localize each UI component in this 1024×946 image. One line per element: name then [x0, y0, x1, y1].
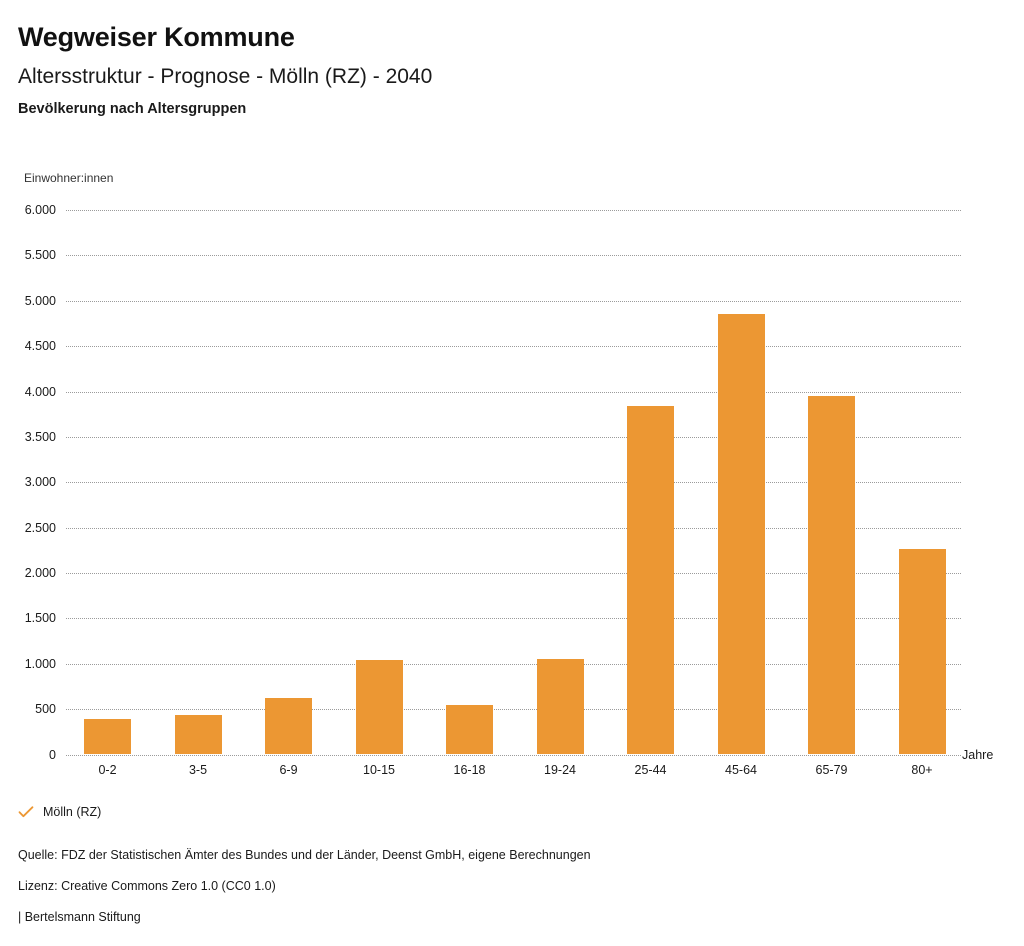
gridline: [66, 663, 961, 665]
y-axis-tick-label: 5.500: [24, 248, 56, 263]
chart-subtitle: Bevölkerung nach Altersgruppen: [18, 101, 247, 117]
gridline: [66, 391, 961, 393]
gridline: [66, 618, 961, 620]
page-header: Wegweiser Kommune Altersstruktur - Progn…: [18, 0, 1008, 119]
y-axis-tick-label: 3.000: [24, 475, 56, 490]
bar[interactable]: [265, 698, 312, 755]
bar[interactable]: [84, 719, 131, 755]
y-axis-tick-label: 5.000: [24, 293, 56, 308]
brand-title: Wegweiser Kommune: [18, 22, 295, 52]
plot-area: 6.000 5.500 5.000 4.500 4.000 3.500 3.000 2.500…: [24, 203, 961, 777]
x-axis-tick-label: 0-2: [98, 763, 117, 777]
gridline: [66, 754, 961, 756]
legend-item-label: Mölln (RZ): [43, 805, 102, 819]
gridline: [66, 346, 961, 348]
gridline: [66, 210, 961, 211]
bar[interactable]: [446, 704, 493, 755]
chart-title: Altersstruktur - Prognose - Mölln (RZ) -…: [18, 65, 433, 88]
y-axis-tick-label: 2.000: [24, 566, 56, 580]
x-axis-tick-label: 45-64: [725, 763, 757, 777]
x-axis-tick-label: 25-44: [634, 763, 667, 777]
x-axis-tick-label: 80+: [911, 763, 933, 777]
gridline: [66, 300, 961, 302]
y-axis-tick-label: 1.500: [24, 611, 56, 626]
publisher-text: | Bertelsmann Stiftung: [18, 910, 141, 924]
x-axis-tick-label: 16-18: [453, 763, 486, 777]
y-axis-tick-label: 0: [49, 747, 56, 762]
bar[interactable]: [808, 396, 855, 755]
gridline: [66, 573, 961, 574]
x-axis-title: Jahre: [962, 748, 994, 762]
gridline: [66, 709, 961, 711]
x-axis-tick-label: 65-79: [815, 763, 848, 777]
check-icon: [18, 806, 34, 818]
bar[interactable]: [536, 658, 584, 755]
gridline: [66, 436, 961, 438]
x-axis-tick-label: 19-24: [544, 763, 576, 777]
chart-footer: Quelle: FDZ der Statistischen Ämter des …: [18, 840, 998, 933]
gridline: [66, 527, 961, 529]
gridline: [66, 482, 961, 484]
x-axis-tick-label: 10-15: [363, 763, 395, 777]
license-text: Lizenz: Creative Commons Zero 1.0 (CC0 1…: [18, 879, 276, 893]
bar[interactable]: [627, 406, 674, 755]
bar[interactable]: [898, 548, 946, 755]
y-axis-tick-label: 2.500: [24, 520, 56, 535]
y-axis-tick-label: 4.000: [24, 384, 56, 399]
bar[interactable]: [174, 715, 222, 755]
y-axis-title: Einwohner:innen: [24, 171, 114, 185]
y-axis-tick-label: 500: [35, 702, 56, 717]
x-axis-tick-label: 3-5: [188, 763, 208, 777]
x-axis-tick-label: 6-9: [279, 763, 298, 777]
y-axis-tick-label: 6.000: [24, 203, 56, 217]
y-axis-tick-label: 4.500: [24, 339, 56, 354]
source-text: Quelle: FDZ der Statistischen Ämter des …: [18, 848, 591, 862]
y-axis-tick-label: 3.500: [24, 429, 56, 444]
gridline: [66, 255, 961, 257]
bar[interactable]: [717, 313, 765, 755]
bar[interactable]: [355, 659, 403, 755]
bar-chart: Einwohner:innen 6.000 5.500 5.000 4.500 4.00…: [24, 171, 994, 777]
chart-legend[interactable]: Mölln (RZ): [18, 803, 101, 821]
y-axis-tick-label: 1.000: [24, 656, 56, 671]
